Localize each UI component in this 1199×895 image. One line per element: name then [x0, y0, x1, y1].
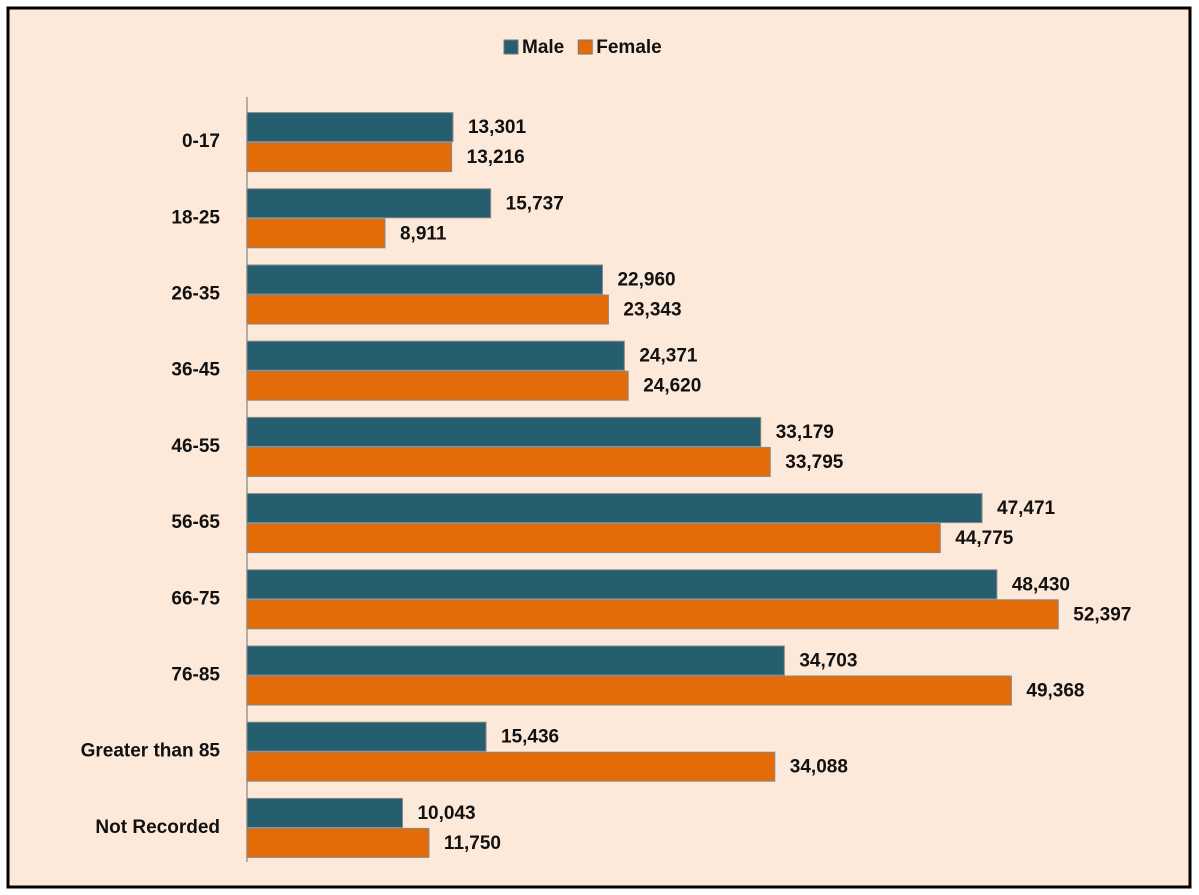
- bar: [246, 569, 998, 600]
- y-tick-label: 26-35: [171, 284, 220, 305]
- bar: [246, 645, 785, 676]
- y-tick-label: Not Recorded: [95, 817, 220, 838]
- bar: [246, 493, 983, 524]
- data-label: 47,471: [997, 498, 1056, 519]
- y-tick-label: Greater than 85: [81, 741, 221, 762]
- bar: [246, 112, 454, 143]
- y-tick-label: 46-55: [171, 436, 220, 457]
- data-label: 15,737: [506, 193, 564, 214]
- data-label: 13,216: [467, 147, 525, 168]
- data-label: 8,911: [400, 223, 447, 244]
- y-tick-label: 36-45: [171, 360, 220, 381]
- y-tick-label: 18-25: [171, 207, 220, 228]
- data-label: 23,343: [623, 300, 681, 321]
- y-tick-label: 66-75: [171, 588, 220, 609]
- bar: [246, 523, 941, 554]
- data-label: 10,043: [417, 803, 475, 824]
- bar: [246, 446, 771, 477]
- bar: [246, 188, 492, 219]
- data-label: 44,775: [955, 528, 1014, 549]
- y-tick-label: 76-85: [171, 665, 220, 686]
- data-label: 13,301: [468, 117, 527, 138]
- bar: [246, 264, 603, 295]
- bar: [246, 294, 609, 325]
- data-label: 34,703: [799, 651, 857, 672]
- bar: [246, 599, 1059, 630]
- legend-swatch: [503, 39, 519, 55]
- legend-swatch: [577, 39, 593, 55]
- y-tick-label: 0-17: [182, 131, 220, 152]
- bar: [246, 675, 1012, 706]
- data-label: 33,179: [776, 422, 834, 443]
- bar: [246, 797, 403, 828]
- bar: [246, 340, 625, 371]
- data-label: 49,368: [1026, 681, 1084, 702]
- bar: [246, 416, 762, 447]
- data-label: 22,960: [617, 270, 675, 291]
- legend-label: Male: [522, 37, 564, 58]
- bar: [246, 721, 487, 752]
- data-label: 15,436: [501, 727, 559, 748]
- bar: [246, 751, 776, 782]
- data-label: 11,750: [444, 833, 501, 854]
- bar: [246, 142, 453, 173]
- y-tick-label: 56-65: [171, 512, 220, 533]
- legend-label: Female: [596, 37, 661, 58]
- bar: [246, 827, 430, 858]
- bar: [246, 218, 386, 249]
- data-label: 24,620: [643, 376, 701, 397]
- data-label: 52,397: [1073, 604, 1131, 625]
- bar: [246, 370, 629, 401]
- data-label: 33,795: [785, 452, 844, 473]
- data-label: 48,430: [1012, 574, 1070, 595]
- data-label: 24,371: [639, 346, 698, 367]
- data-label: 34,088: [790, 757, 848, 778]
